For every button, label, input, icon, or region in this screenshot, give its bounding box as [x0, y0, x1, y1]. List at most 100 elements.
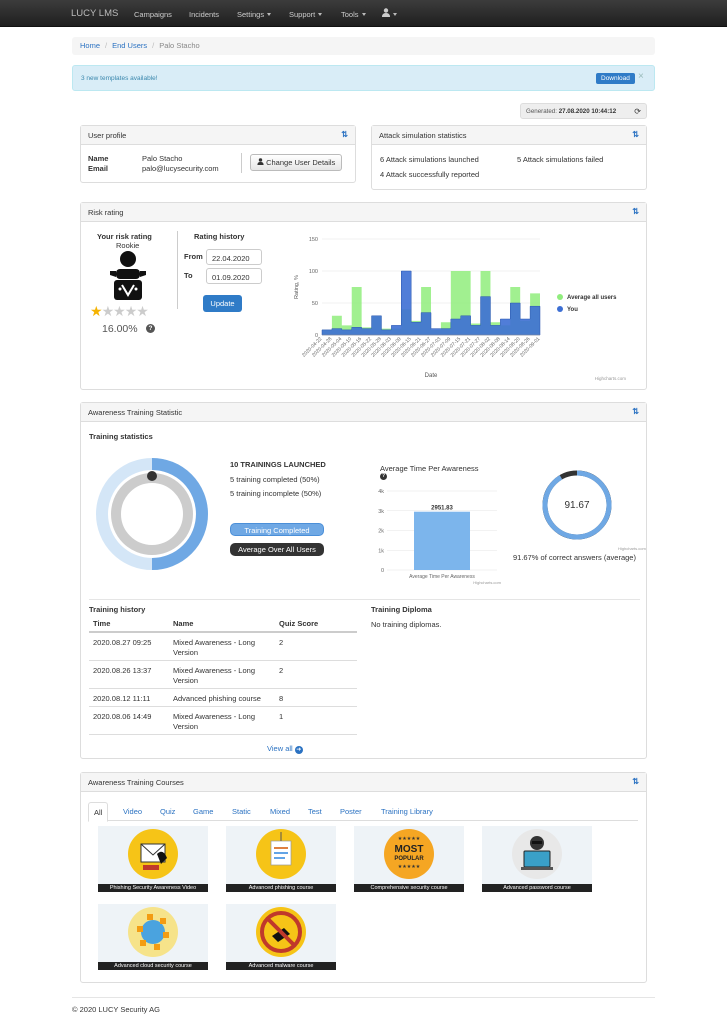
y-tick-label: 50: [312, 301, 318, 307]
attacks-failed: 5 Attack simulations failed: [517, 155, 604, 164]
trainings-completed: 5 training completed (50%): [230, 475, 320, 484]
your-risk-rating-label: Your risk rating: [97, 232, 152, 241]
avg-time-title: Average Time Per Awareness: [380, 464, 479, 473]
nav-user-menu[interactable]: [382, 8, 397, 19]
chevron-down-icon: [393, 13, 397, 16]
star-empty-icon: ★: [113, 303, 126, 319]
help-icon[interactable]: ?: [380, 473, 387, 480]
star-filled-icon: ★: [90, 303, 103, 319]
tab-static[interactable]: Static: [232, 807, 251, 816]
phishing-envelope-icon: [128, 829, 178, 879]
risk-rating-panel: Risk rating ⇅ Your risk rating Rookie ★★…: [80, 202, 647, 390]
tab-video[interactable]: Video: [123, 807, 143, 816]
download-button[interactable]: Download: [596, 73, 635, 84]
legend-label[interactable]: You: [567, 307, 578, 313]
donut-inner-ring: [111, 473, 193, 555]
email-label: Email: [88, 164, 109, 173]
course-tile[interactable]: Advanced malware course: [226, 904, 336, 970]
footer-copyright: © 2020 LUCY Security AG: [72, 1005, 160, 1014]
phishing-hook-icon: [256, 829, 306, 879]
awareness-statistic-panel: Awareness Training Statistic ⇅ Training …: [80, 402, 647, 759]
y-tick-label: 2k: [378, 529, 384, 535]
tab-training-library[interactable]: Training Library: [381, 807, 433, 816]
row-divider: [89, 660, 357, 661]
row-divider: [89, 706, 357, 707]
attacks-reported: 4 Attack successfully reported: [380, 170, 480, 179]
breadcrumb-home[interactable]: Home: [80, 41, 101, 50]
view-all-link[interactable]: View all ➜: [267, 744, 303, 754]
course-tile[interactable]: Advanced password course: [482, 826, 592, 892]
generated-value: 27.08.2020 10:44:12: [558, 108, 617, 115]
update-button[interactable]: Update: [203, 295, 242, 312]
highcharts-credit: Highcharts.com: [595, 376, 627, 381]
row-score: 2: [279, 666, 284, 675]
course-tabs: All Video Quiz Game Static Mixed Test Po…: [88, 802, 638, 822]
nav-tools[interactable]: Tools: [341, 10, 366, 19]
poster-line-2: POPULAR: [394, 856, 424, 862]
trainings-incomplete: 5 training incomplete (50%): [230, 489, 322, 498]
col-name: Name: [173, 619, 194, 628]
tab-game[interactable]: Game: [193, 807, 214, 816]
tab-test[interactable]: Test: [308, 807, 322, 816]
course-tile[interactable]: Advanced cloud security course: [98, 904, 208, 970]
course-title: Advanced phishing course: [226, 884, 336, 892]
breadcrumb-end-users[interactable]: End Users: [112, 41, 148, 50]
training-diploma-title: Training Diploma: [371, 605, 432, 614]
tab-mixed[interactable]: Mixed: [270, 807, 291, 816]
sort-icon[interactable]: ⇅: [341, 130, 348, 139]
refresh-icon[interactable]: ⟳: [634, 107, 641, 116]
legend-average-all-users: Average Over All Users: [230, 543, 324, 556]
training-history-title: Training history: [89, 605, 146, 614]
risk-level: Rookie: [116, 241, 140, 250]
divider: [241, 153, 242, 173]
course-tile[interactable]: Advanced phishing course: [226, 826, 336, 892]
to-date-input[interactable]: 01.09.2020: [206, 268, 262, 284]
sort-icon[interactable]: ⇅: [632, 207, 639, 216]
course-tile[interactable]: ★★★★★ MOST POPULAR ★★★★★ Comprehensive s…: [354, 826, 464, 892]
alert-text: 3 new templates available!: [81, 75, 158, 82]
nav-campaigns[interactable]: Campaigns: [134, 10, 172, 19]
chevron-down-icon: [361, 13, 366, 16]
gauge-caption: 91.67% of correct answers (average): [513, 553, 636, 562]
sort-icon[interactable]: ⇅: [632, 130, 639, 139]
nav-settings[interactable]: Settings: [237, 10, 272, 19]
to-label: To: [184, 271, 193, 280]
course-title: Advanced cloud security course: [98, 962, 208, 970]
from-date-input[interactable]: 22.04.2020: [206, 249, 262, 265]
change-user-details-button[interactable]: Change User Details: [250, 154, 343, 171]
course-tile[interactable]: Phishing Security Awareness Video: [98, 826, 208, 892]
y-axis-label: Rating, %: [294, 275, 300, 299]
training-donut-chart: [96, 458, 208, 570]
row-divider: [89, 688, 357, 689]
sort-icon[interactable]: ⇅: [632, 777, 639, 786]
tab-quiz[interactable]: Quiz: [160, 807, 176, 816]
from-label: From: [184, 252, 203, 261]
nav-incidents[interactable]: Incidents: [189, 10, 220, 19]
nav-support[interactable]: Support: [289, 10, 323, 19]
close-icon[interactable]: ×: [638, 71, 644, 82]
row-score: 2: [279, 638, 284, 647]
tab-poster[interactable]: Poster: [340, 807, 362, 816]
row-divider: [89, 734, 357, 735]
poster-line-1: MOST: [395, 844, 424, 855]
row-name: Advanced phishing course: [173, 694, 261, 703]
panel-title: User profile: [88, 131, 127, 140]
help-icon[interactable]: ?: [146, 324, 155, 333]
panel-title: Awareness Training Courses: [88, 778, 184, 787]
legend-label[interactable]: Average all users: [567, 295, 617, 301]
sort-icon[interactable]: ⇅: [632, 407, 639, 416]
tab-all[interactable]: All: [88, 802, 109, 822]
series-area-you: [321, 270, 541, 336]
trainings-launched: 10 TRAININGS LAUNCHED: [230, 460, 326, 469]
breadcrumb: Home / End Users / Palo Stacho: [72, 37, 655, 55]
row-time: 2020.08.27 09:25: [93, 638, 152, 647]
col-quiz-score: Quiz Score: [279, 619, 319, 628]
col-time: Time: [93, 619, 111, 628]
donut-marker: [147, 471, 157, 481]
breadcrumb-separator: /: [105, 41, 108, 50]
top-navbar: LUCY LMS Campaigns Incidents Settings Su…: [0, 0, 727, 27]
brand-logo[interactable]: LUCY LMS: [71, 8, 119, 19]
star-empty-icon: ★: [124, 303, 138, 319]
chevron-down-icon: [318, 13, 323, 16]
average-time-chart: 0 1k 2k 3k 4k 2951.83 Average Time Per Awarene…: [378, 489, 501, 585]
